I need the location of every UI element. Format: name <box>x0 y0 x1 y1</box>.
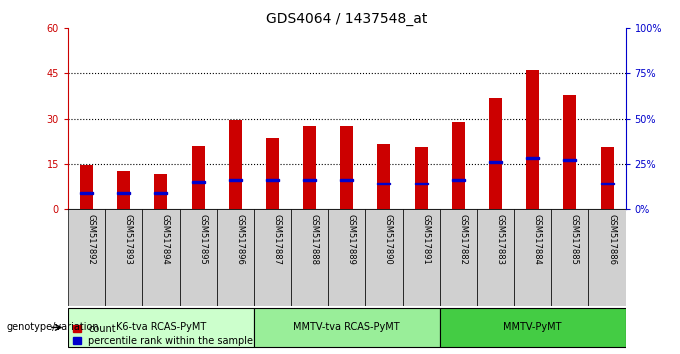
Text: genotype/variation: genotype/variation <box>7 322 99 332</box>
Text: GSM517882: GSM517882 <box>458 214 467 264</box>
Bar <box>340 179 354 181</box>
Text: GSM517888: GSM517888 <box>309 214 319 265</box>
FancyBboxPatch shape <box>440 308 626 347</box>
Title: GDS4064 / 1437548_at: GDS4064 / 1437548_at <box>266 12 428 26</box>
FancyBboxPatch shape <box>291 209 328 306</box>
Bar <box>303 179 316 181</box>
FancyBboxPatch shape <box>68 308 254 347</box>
Bar <box>228 179 242 181</box>
Bar <box>377 183 390 184</box>
FancyBboxPatch shape <box>328 209 365 306</box>
Bar <box>600 147 613 209</box>
Text: MMTV-tva RCAS-PyMT: MMTV-tva RCAS-PyMT <box>294 321 400 332</box>
Bar <box>526 70 539 209</box>
Bar <box>117 192 131 194</box>
FancyBboxPatch shape <box>254 209 291 306</box>
Text: GSM517890: GSM517890 <box>384 214 393 264</box>
Bar <box>117 171 131 209</box>
Text: GSM517885: GSM517885 <box>570 214 579 264</box>
FancyBboxPatch shape <box>588 209 626 306</box>
Bar <box>228 120 242 209</box>
Bar <box>154 192 167 194</box>
Text: GSM517891: GSM517891 <box>421 214 430 264</box>
Bar <box>489 98 502 209</box>
Text: GSM517896: GSM517896 <box>235 214 244 264</box>
Text: GSM517883: GSM517883 <box>496 214 505 265</box>
Text: GSM517889: GSM517889 <box>347 214 356 264</box>
Bar <box>266 179 279 181</box>
FancyBboxPatch shape <box>440 209 477 306</box>
Text: GSM517886: GSM517886 <box>607 214 616 265</box>
FancyBboxPatch shape <box>477 209 514 306</box>
FancyBboxPatch shape <box>217 209 254 306</box>
Bar <box>192 146 205 209</box>
Bar <box>415 183 428 184</box>
Bar <box>526 158 539 159</box>
Bar <box>192 181 205 183</box>
Bar <box>600 183 613 184</box>
FancyBboxPatch shape <box>180 209 217 306</box>
Text: GSM517892: GSM517892 <box>86 214 96 264</box>
FancyBboxPatch shape <box>142 209 180 306</box>
Bar <box>452 122 465 209</box>
Bar <box>154 174 167 209</box>
Bar <box>303 126 316 209</box>
Bar <box>377 144 390 209</box>
Text: GSM517887: GSM517887 <box>273 214 282 265</box>
Bar <box>452 179 465 181</box>
Bar <box>415 147 428 209</box>
Bar <box>80 192 93 194</box>
FancyBboxPatch shape <box>551 209 588 306</box>
FancyBboxPatch shape <box>365 209 403 306</box>
FancyBboxPatch shape <box>105 209 142 306</box>
Text: MMTV-PyMT: MMTV-PyMT <box>503 321 562 332</box>
FancyBboxPatch shape <box>68 209 105 306</box>
Bar <box>489 161 502 163</box>
Bar <box>266 138 279 209</box>
Legend: count, percentile rank within the sample: count, percentile rank within the sample <box>73 324 254 346</box>
Text: GSM517884: GSM517884 <box>532 214 542 264</box>
Bar <box>563 159 577 161</box>
Text: GSM517895: GSM517895 <box>198 214 207 264</box>
Text: GSM517893: GSM517893 <box>124 214 133 264</box>
Bar <box>563 95 577 209</box>
FancyBboxPatch shape <box>403 209 440 306</box>
FancyBboxPatch shape <box>514 209 551 306</box>
Bar <box>80 165 93 209</box>
Text: K6-tva RCAS-PyMT: K6-tva RCAS-PyMT <box>116 321 206 332</box>
FancyBboxPatch shape <box>254 308 440 347</box>
Bar <box>340 126 354 209</box>
Text: GSM517894: GSM517894 <box>161 214 170 264</box>
